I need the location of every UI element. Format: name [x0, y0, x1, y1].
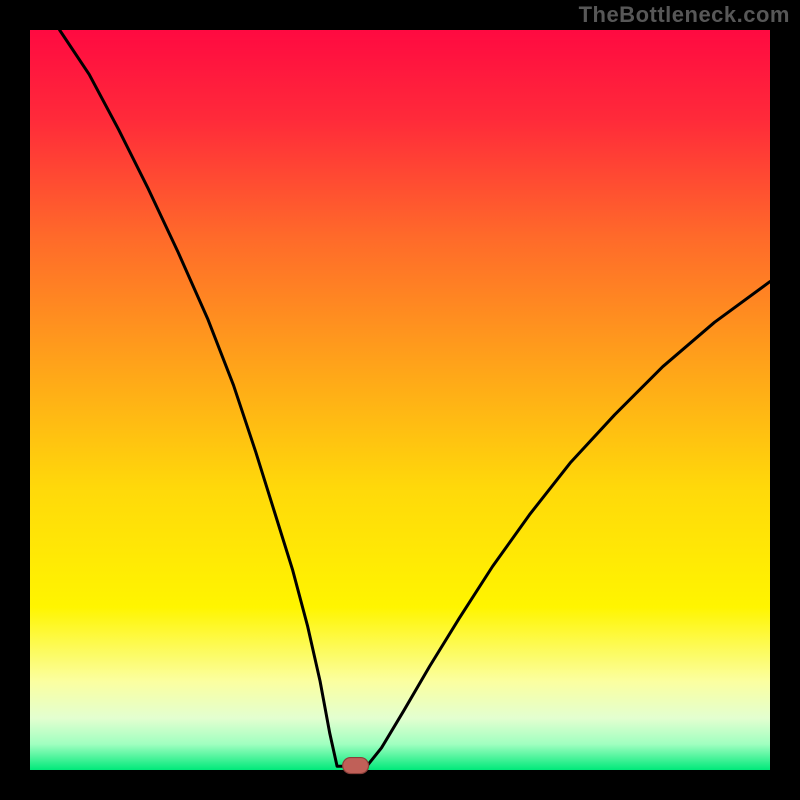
bottleneck-marker [343, 758, 369, 774]
bottleneck-chart [0, 0, 800, 800]
watermark-text: TheBottleneck.com [579, 2, 790, 28]
plot-background [30, 30, 770, 770]
chart-stage: TheBottleneck.com [0, 0, 800, 800]
